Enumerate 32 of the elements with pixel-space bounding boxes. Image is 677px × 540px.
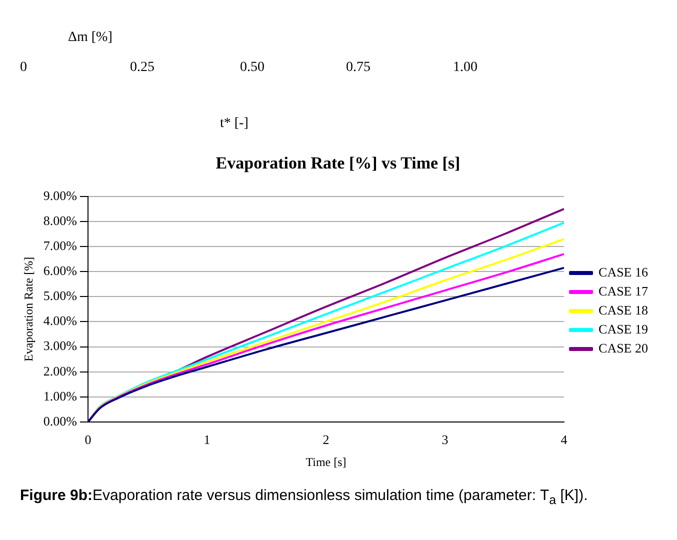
x-tick-label: 3 xyxy=(442,432,448,448)
legend-label: CASE 16 xyxy=(598,264,648,280)
y-tick-label: 9.00% xyxy=(43,188,78,203)
y-tick-label: 6.00% xyxy=(43,263,78,278)
y-tick-label: 3.00% xyxy=(43,338,78,354)
x-tick-label: 2 xyxy=(322,432,330,448)
text: Evaporation rate versus dimensionless simulation time (parameter: T$_{a}$ [K]). xyxy=(92,487,588,507)
x-axis-title: Time [s] xyxy=(306,454,346,469)
legend-label: CASE 19 xyxy=(598,321,648,336)
y-axis-title: Evaporation Rate [%] xyxy=(21,256,36,362)
y-tick-label: 0.00% xyxy=(43,413,78,428)
y-tick-label: 5.00% xyxy=(43,288,78,304)
text: 0 xyxy=(20,60,27,76)
y-tick-label: 2.00% xyxy=(43,363,78,378)
text: 0.50 xyxy=(240,60,264,76)
x-tick-label: 4 xyxy=(560,432,568,448)
x-tick-label: 0 xyxy=(84,432,92,448)
legend-label: CASE 17 xyxy=(598,283,648,298)
text: 0.75 xyxy=(346,60,370,76)
text: 1.00 xyxy=(453,60,478,76)
legend-label: CASE 20 xyxy=(598,340,648,356)
text: 0.25 xyxy=(130,60,154,76)
chart-title: Evaporation Rate [%] vs Time [s] xyxy=(216,154,460,173)
y-tick-label: 7.00% xyxy=(43,238,78,253)
legend-label: CASE 18 xyxy=(598,302,648,318)
caption: Figure 9b: xyxy=(20,487,93,504)
y-tick-label: 8.00% xyxy=(43,212,78,228)
text: Δm [%] xyxy=(68,30,112,46)
y-tick-label: 1.00% xyxy=(43,388,78,404)
y-tick-label: 4.00% xyxy=(43,313,78,328)
x-tick-label: 1 xyxy=(204,432,210,448)
text: t* [-] xyxy=(220,116,248,132)
